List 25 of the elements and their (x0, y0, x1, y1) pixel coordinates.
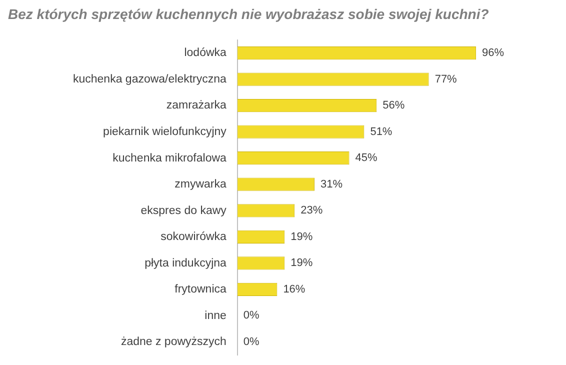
y-tick-label: płyta indukcyjna (144, 257, 228, 270)
y-tick-label: lodówka (184, 47, 228, 60)
data-label: 77% (434, 73, 458, 86)
y-tick-label: inne (204, 310, 226, 322)
data-label: 19% (290, 257, 313, 270)
chart-title: Bez których sprzętów kuchennych nie wyobrażasz sobie swojej kuchni? (8, 6, 489, 22)
y-tick-label: sokowirówka (160, 231, 228, 244)
data-label: 51% (370, 126, 392, 138)
y-tick-label: piekarnik wielofunkcyjny (103, 126, 227, 138)
y-tick-label: frytownica (174, 284, 228, 296)
data-label: 96% (482, 47, 504, 60)
y-tick-label: kuchenka mikrofalowa (112, 152, 228, 164)
data-label: 16% (283, 283, 306, 296)
y-tick-label: ekspres do kawy (140, 204, 227, 217)
data-label: 0% (243, 336, 260, 348)
data-label: 19% (290, 230, 313, 243)
y-tick-label: zamrażarka (166, 100, 228, 112)
data-label: 31% (320, 178, 343, 190)
data-label: 45% (355, 152, 378, 164)
data-label: 0% (243, 310, 260, 322)
y-tick-label: kuchenka gazowa/elektryczna (73, 73, 228, 86)
y-tick-label: żadne z powyższych (120, 336, 226, 348)
data-label: 56% (382, 100, 405, 112)
y-tick-label: zmywarka (174, 178, 228, 191)
data-label: 23% (300, 204, 323, 217)
